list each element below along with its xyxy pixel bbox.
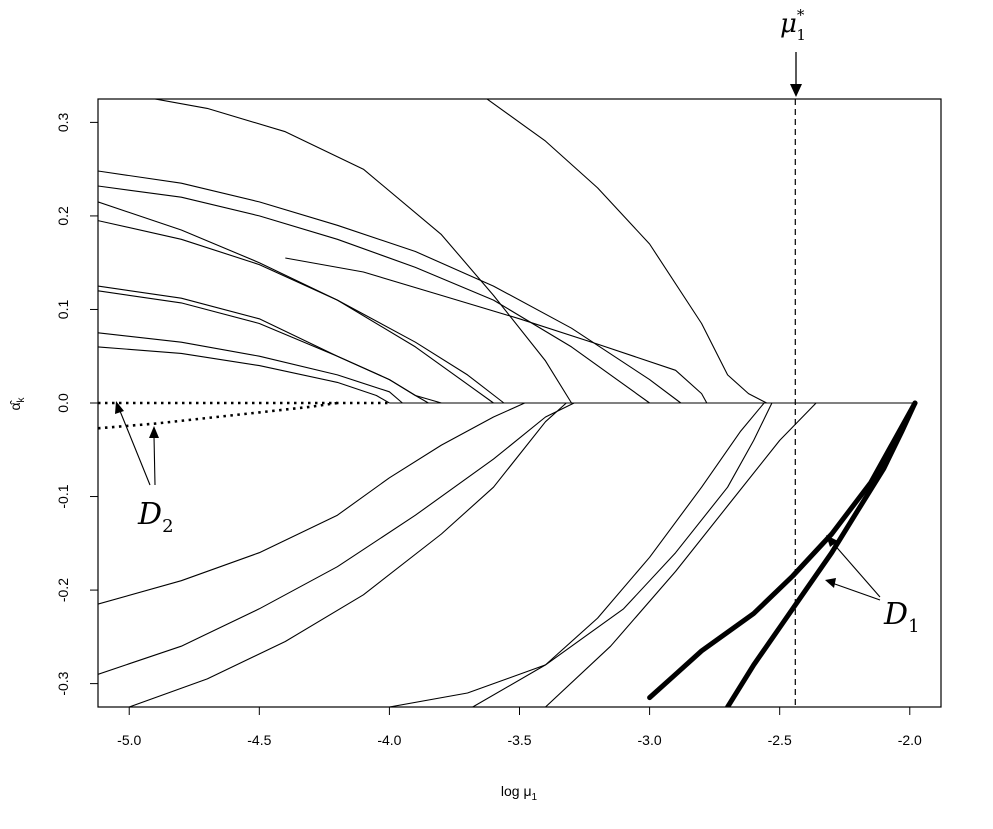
series-line-thin [98,170,682,404]
series-line-dotted [98,401,338,430]
series-line-thin [98,402,575,675]
x-tick-label: -3.5 [507,732,531,748]
y-tick-label: 0.0 [55,393,71,413]
series-line-thin [285,257,708,404]
y-tick-label: 0.3 [55,112,71,132]
x-tick-label: -2.5 [768,732,792,748]
d1-arrow-lower-shaft [831,582,881,601]
series-line-thin [152,99,572,404]
series-line-thin [98,201,505,404]
d2-arrow-right-head [149,426,159,438]
series-line-thick [647,400,918,701]
series-line-thick [725,400,918,707]
y-tick-label: -0.3 [55,671,71,695]
series-line-thin [98,185,650,404]
d1-arrow-lower-head [825,578,836,588]
d1-arrow-upper-head [826,535,838,547]
series-line-thin [98,285,429,404]
x-axis: -5.0 -4.5 -4.0 -3.5 -3.0 -2.5 -2.0 [117,707,922,748]
y-tick-label: 0.2 [55,206,71,226]
d1-label: D1 [883,597,920,637]
x-tick-label: -2.0 [898,732,922,748]
x-tick-label: -3.0 [638,732,662,748]
x-axis-title: log μ1 [501,783,538,803]
y-tick-label: -0.2 [55,578,71,602]
series-layer [98,99,918,707]
d2-arrow-left-shaft [119,410,151,486]
series-line-thin [486,99,767,404]
y-tick-label: 0.1 [55,300,71,320]
y-axis: -0.3 -0.2 -0.1 0.0 0.1 0.2 0.3 [55,112,98,696]
series-line-thin [98,220,494,404]
series-line-thin [545,402,817,707]
x-tick-label: -5.0 [117,732,141,748]
d2-arrow-left-head [115,401,124,414]
y-tick-label: -0.1 [55,484,71,508]
y-axis-title: α̂k [7,396,27,410]
series-line-thin [389,402,773,707]
d2-label: D2 [137,497,174,537]
series-line-thin [129,402,567,707]
mu-star-arrowhead [790,84,802,97]
series-line-thin [472,402,765,707]
x-tick-label: -4.5 [247,732,271,748]
series-line-thin [98,346,390,404]
d1-arrow-upper-shaft [831,541,881,598]
d2-arrow-right-shaft [153,435,156,486]
x-tick-label: -4.0 [377,732,401,748]
mu-star-label: μ* 1 [780,6,806,44]
series-line-thin [98,332,403,404]
series-line-thin [98,402,525,605]
series-line-thin [98,290,442,404]
